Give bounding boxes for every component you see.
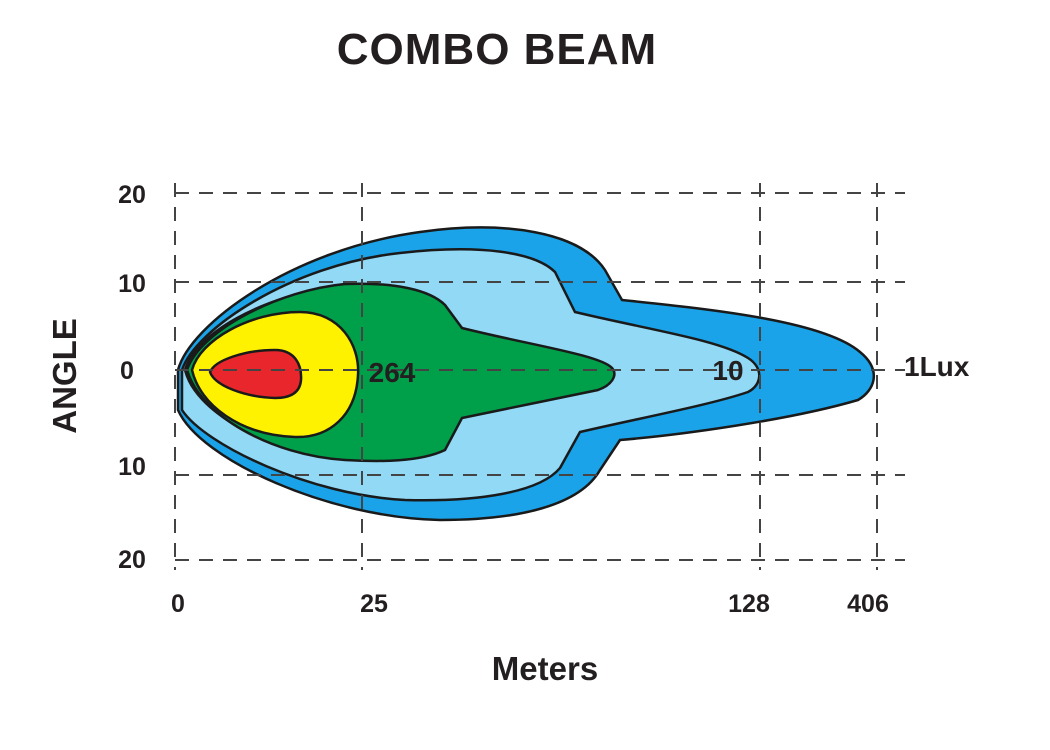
contour-label-10: 10 xyxy=(712,355,743,386)
grid-lines xyxy=(174,183,905,570)
x-tick-label: 406 xyxy=(847,590,889,618)
x-tick-labels: 0 25 128 406 xyxy=(171,590,889,618)
y-tick-labels: 20 10 0 10 20 xyxy=(118,181,146,574)
y-tick-label: 10 xyxy=(118,453,146,481)
y-tick-label: 10 xyxy=(118,270,146,298)
y-axis-label: ANGLE xyxy=(46,318,83,434)
x-tick-label: 0 xyxy=(171,590,185,618)
contour-label-264: 264 xyxy=(369,357,416,388)
chart-title: COMBO BEAM xyxy=(337,25,657,74)
y-tick-label: 20 xyxy=(118,546,146,574)
beam-contours xyxy=(176,226,876,522)
x-axis-label: Meters xyxy=(492,650,598,687)
x-tick-label: 128 xyxy=(728,590,770,618)
x-tick-label: 25 xyxy=(360,590,388,618)
y-tick-label: 20 xyxy=(118,181,146,209)
contour-label-1lux: 1Lux xyxy=(904,351,970,382)
contour-red xyxy=(208,348,303,400)
contour-labels: 264 10 1Lux xyxy=(369,351,970,388)
y-tick-label: 0 xyxy=(120,357,134,385)
